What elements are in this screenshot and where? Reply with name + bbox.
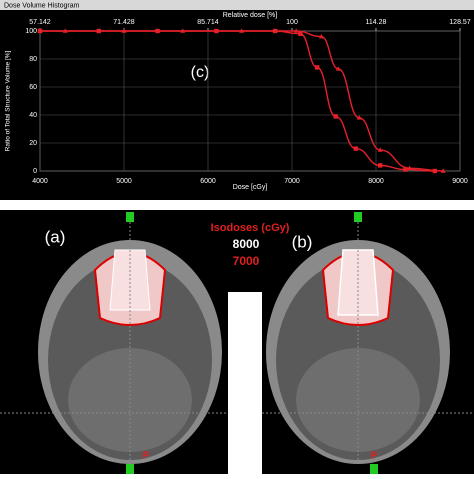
x2-tick-label: 128.57 — [449, 19, 471, 26]
ct-left — [0, 212, 228, 474]
marker — [335, 66, 341, 71]
x-tick-label: 8000 — [368, 178, 384, 185]
marker — [378, 163, 383, 168]
legend-entry: 8000 — [233, 237, 260, 251]
ct-right — [262, 212, 474, 474]
y-label: Ratio of Total Structure Volume [%] — [5, 50, 12, 151]
marker — [180, 28, 186, 33]
x2-tick-label: 71.428 — [113, 19, 135, 26]
panel-label: (b) — [292, 232, 313, 251]
marker — [377, 147, 383, 152]
x-tick-label: 9000 — [452, 178, 468, 185]
marker-top — [354, 212, 362, 222]
window-title: Dose Volume Histogram — [4, 2, 80, 9]
y-tick-label: 20 — [29, 140, 37, 147]
legend-title: Isodoses (cGy) — [211, 222, 290, 234]
x-tick-label: 6000 — [200, 178, 216, 185]
panel-label: (a) — [45, 227, 66, 246]
marker-top — [126, 212, 134, 222]
y-tick-label: 60 — [29, 84, 37, 91]
separator — [228, 292, 262, 474]
x2-label: Relative dose [%] — [223, 12, 278, 19]
marker — [356, 115, 362, 120]
x2-tick-label: 100 — [286, 19, 298, 26]
dvh-window — [0, 0, 474, 200]
marker — [440, 168, 446, 173]
marker — [403, 167, 408, 172]
y-tick-label: 100 — [25, 28, 37, 35]
x-tick-label: 4000 — [32, 178, 48, 185]
marker — [62, 28, 68, 33]
marker-bottom — [126, 464, 134, 474]
x2-tick-label: 114.28 — [366, 19, 387, 26]
marker — [121, 28, 127, 33]
marker — [353, 146, 359, 151]
annotation: (c) — [191, 64, 210, 81]
marker — [407, 165, 413, 170]
orientation-label: P — [371, 451, 378, 462]
x-tick-label: 5000 — [116, 178, 132, 185]
series-line — [40, 30, 444, 172]
marker — [318, 34, 324, 39]
y-tick-label: 80 — [29, 56, 37, 63]
marker — [333, 114, 338, 119]
x-tick-label: 7000 — [284, 178, 300, 185]
y-tick-label: 40 — [29, 112, 37, 119]
marker — [315, 65, 320, 70]
marker — [239, 28, 245, 33]
marker — [293, 28, 299, 33]
marker-bottom — [370, 464, 378, 474]
title-bar — [0, 0, 474, 10]
x2-tick-label: 57.142 — [29, 19, 51, 26]
x2-tick-label: 85.714 — [197, 19, 219, 26]
marker — [37, 28, 43, 33]
orientation-label: P — [143, 451, 150, 462]
x-label: Dose [cGy] — [233, 184, 268, 191]
legend-entry: 7000 — [233, 254, 260, 268]
marker — [298, 31, 303, 36]
y-tick-label: 0 — [33, 168, 37, 175]
